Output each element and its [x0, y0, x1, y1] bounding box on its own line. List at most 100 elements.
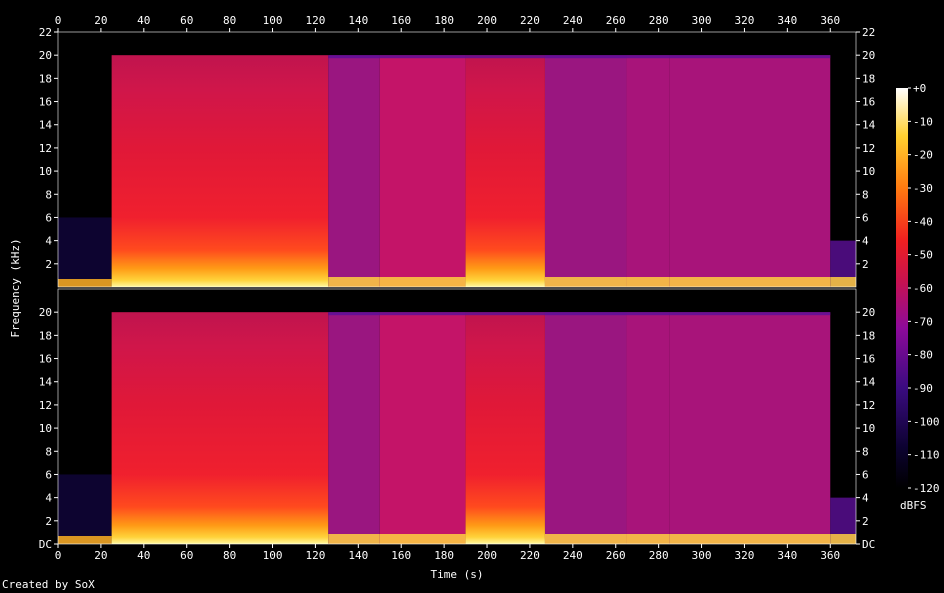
spectrogram-panels [58, 32, 856, 544]
x-tick-label-top: 40 [137, 14, 150, 27]
y-tick-label-left: 18 [39, 72, 52, 85]
x-tick-label-top: 220 [520, 14, 540, 27]
y-tick-label-left: 14 [39, 119, 53, 132]
x-tick-label-top: 280 [649, 14, 669, 27]
y-tick-label-left: 8 [45, 445, 52, 458]
colorbar: +0 -10 -20 -30 -40 -50 -60 -70 -80 -90 -100 -110 -12… [896, 82, 940, 495]
channel-1-region-2 [111, 55, 329, 287]
y-tick-label-left: 20 [39, 49, 52, 62]
y-tick-label-right: 2 [862, 258, 869, 271]
colorbar-tick-label: -70 [913, 315, 933, 328]
y-tick-label-left: 16 [39, 353, 52, 366]
channel-2-low-band-3 [328, 534, 380, 544]
y-tick-label-right: 14 [862, 119, 876, 132]
channel-2-low-band-4 [379, 534, 466, 544]
x-tick-label-bottom: 180 [434, 549, 454, 562]
y-tick-label-right: 4 [862, 492, 869, 505]
y-tick-label-right: 2 [862, 515, 869, 528]
x-tick-label-top: 320 [735, 14, 755, 27]
x-tick-label-bottom: 320 [735, 549, 755, 562]
channel-2-low-band-1 [58, 536, 112, 544]
channel-1-low-band-9 [830, 277, 856, 287]
x-tick-label-top: 80 [223, 14, 236, 27]
x-tick-label-top: 100 [263, 14, 283, 27]
channel-1-region-4 [379, 55, 466, 287]
channel-1-cutoff-edge [328, 55, 831, 59]
x-tick-label-top: 340 [777, 14, 797, 27]
x-tick-label-bottom: 360 [820, 549, 840, 562]
x-tick-label-bottom: 300 [692, 549, 712, 562]
x-tick-label-bottom: 60 [180, 549, 193, 562]
y-tick-label-left: 20 [39, 306, 52, 319]
channel-2-region-8 [669, 312, 831, 544]
y-tick-label-right: 8 [862, 445, 869, 458]
y-tick-label-right: 18 [862, 72, 875, 85]
x-tick-label-bottom: 140 [348, 549, 368, 562]
x-tick-label-bottom: 160 [391, 549, 411, 562]
x-tick-label-bottom: 80 [223, 549, 236, 562]
x-tick-label-bottom: 280 [649, 549, 669, 562]
x-tick-label-top: 300 [692, 14, 712, 27]
y-tick-label-left: 22 [39, 26, 52, 39]
colorbar-tick-label: -120 [913, 482, 940, 495]
footer-credit: Created by SoX [2, 578, 95, 591]
channel-2-region-6 [544, 312, 627, 544]
channel-2-low-band-8 [669, 534, 831, 544]
x-tick-label-top: 20 [94, 14, 107, 27]
colorbar-tick-label: -100 [913, 415, 940, 428]
channel-2-region-7 [626, 312, 670, 544]
colorbar-tick-label: -110 [913, 449, 940, 462]
y-tick-label-left: 6 [45, 211, 52, 224]
x-tick-label-bottom: 340 [777, 549, 797, 562]
y-tick-label-left: 2 [45, 258, 52, 271]
x-tick-label-top: 140 [348, 14, 368, 27]
channel-1-frame [57, 31, 857, 288]
x-tick-label-bottom: 40 [137, 549, 150, 562]
x-tick-label-bottom: 0 [55, 549, 62, 562]
y-tick-label-left: DC [39, 538, 52, 551]
x-tick-label-top: 0 [55, 14, 62, 27]
channel-2-frame [57, 288, 857, 545]
y-tick-label-right: 10 [862, 165, 875, 178]
y-tick-label-left: 12 [39, 142, 52, 155]
channel-1-low-band-3 [328, 277, 380, 287]
colorbar-label: dBFS [900, 499, 927, 512]
x-tick-label-bottom: 240 [563, 549, 583, 562]
y-tick-label-left: 10 [39, 165, 52, 178]
colorbar-gradient [896, 88, 908, 488]
y-tick-label-left: 18 [39, 329, 52, 342]
y-axis-label: Frequency (kHz) [9, 238, 22, 337]
channel-1-low-band-8 [669, 277, 831, 287]
colorbar-tick-label: +0 [913, 82, 926, 95]
y-tick-label-right: 12 [862, 142, 875, 155]
x-tick-label-top: 120 [305, 14, 325, 27]
colorbar-tick-label: -80 [913, 349, 933, 362]
y-tick-label-right: 16 [862, 96, 875, 109]
channel-1-low-band-7 [626, 277, 670, 287]
y-tick-label-right: 22 [862, 26, 875, 39]
colorbar-tick-label: -20 [913, 149, 933, 162]
channel-2-low-band-7 [626, 534, 670, 544]
channel-2-low-band-9 [830, 534, 856, 544]
channel-2-region-5 [465, 312, 545, 544]
channel-2-cutoff-edge [328, 312, 831, 316]
y-tick-label-left: 14 [39, 376, 53, 389]
x-tick-label-bottom: 100 [263, 549, 283, 562]
channel-2-region-2 [111, 312, 329, 544]
x-tick-label-bottom: 120 [305, 549, 325, 562]
y-tick-label-left: 4 [45, 492, 52, 505]
channel-1-region-3 [328, 55, 380, 287]
colorbar-tick-label: -30 [913, 182, 933, 195]
channel-2-region-1 [58, 474, 112, 544]
x-axis-label: Time (s) [431, 568, 484, 581]
channel-1-low-band-6 [544, 277, 627, 287]
x-tick-label-top: 180 [434, 14, 454, 27]
y-tick-label-right: 20 [862, 306, 875, 319]
y-tick-label-right: 20 [862, 49, 875, 62]
colorbar-tick-label: -60 [913, 282, 933, 295]
channel-2-low-band-6 [544, 534, 627, 544]
y-tick-label-right: DC [862, 538, 875, 551]
y-tick-label-right: 8 [862, 188, 869, 201]
y-tick-label-left: 8 [45, 188, 52, 201]
